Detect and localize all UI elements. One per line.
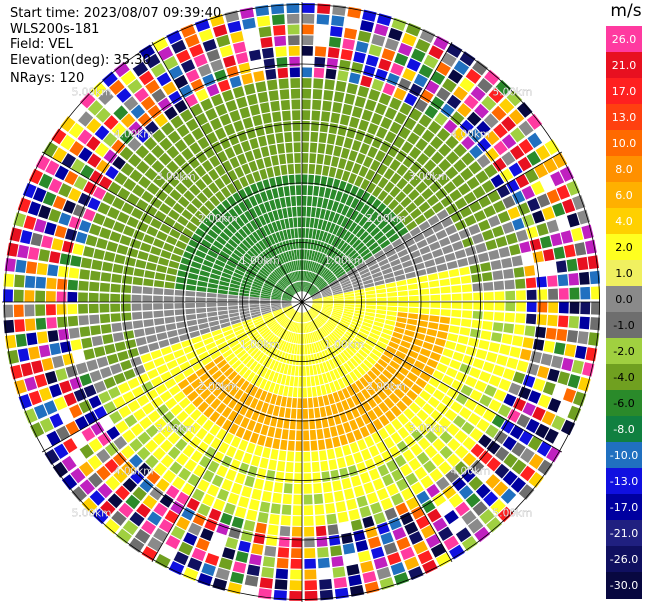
colorbar-segment <box>606 364 642 391</box>
colorbar-tick-label: -2.0 <box>613 345 635 358</box>
colorbar-segment <box>606 468 642 495</box>
colorbar-tick-label: 2.0 <box>615 241 633 254</box>
azimuth-spoke <box>41 151 303 303</box>
colorbar-segment <box>606 390 642 417</box>
azimuth-spoke <box>41 301 303 453</box>
azimuth-spoke <box>301 151 563 303</box>
colorbar-segment <box>606 104 642 131</box>
colorbar-segment <box>606 208 642 235</box>
colorbar-tick-label: 21.0 <box>611 59 637 72</box>
colorbar-tick-label: -1.0 <box>613 319 635 332</box>
azimuth-spoke <box>151 41 303 303</box>
colorbar-segment <box>606 546 642 573</box>
range-ring-label: 4.00km <box>450 465 490 477</box>
azimuth-spoke <box>151 301 303 563</box>
colorbar-segment <box>606 156 642 183</box>
range-ring-label: 5.00km <box>493 507 533 519</box>
instrument-label: WLS200s-181 <box>10 22 100 37</box>
colorbar-tick-label: -4.0 <box>613 371 635 384</box>
elevation-label: Elevation(deg): 35.30 <box>10 53 151 68</box>
colorbar-tick-label: -30.0 <box>609 579 639 592</box>
colorbar-segment <box>606 312 642 339</box>
range-ring-label: 1.00km <box>324 255 364 267</box>
colorbar-segment <box>606 572 642 599</box>
ppi-plot: 1.00km 1.00km 1.00km 1.00km 2.00km 2.00km 2.00… <box>2 2 600 602</box>
colorbar-segment <box>606 494 642 521</box>
colorbar-tick-label: 13.0 <box>611 111 637 124</box>
colorbar-tick-label: -10.0 <box>609 449 639 462</box>
colorbar-tick-label: -26.0 <box>609 553 639 566</box>
colorbar-tick-label: -8.0 <box>613 423 635 436</box>
colorbar-segment <box>606 130 642 157</box>
colorbar-segment <box>606 442 642 469</box>
colorbar-tick-label: 26.0 <box>611 33 637 46</box>
colorbar-tick-label: 6.0 <box>615 189 633 202</box>
range-ring-label: 4.00km <box>114 465 154 477</box>
range-ring-label: 4.00km <box>450 129 490 141</box>
colorbar-segment <box>606 182 642 209</box>
colorbar-tick-label: -21.0 <box>609 527 639 540</box>
colorbar-tick-label: -13.0 <box>609 475 639 488</box>
colorbar-tick-label: 1.0 <box>615 267 633 280</box>
range-ring-label: 5.00km <box>72 507 112 519</box>
azimuth-spoke <box>301 301 563 453</box>
colorbar-tick-label: -6.0 <box>613 397 635 410</box>
colorbar-segment <box>606 416 642 443</box>
colorbar-tick-label: -17.0 <box>609 501 639 514</box>
range-ring-label: 5.00km <box>72 87 112 99</box>
colorbar-tick-label: 0.0 <box>615 293 633 306</box>
colorbar-segment <box>606 78 642 105</box>
range-ring-label: 2.00km <box>198 381 238 393</box>
range-ring-label: 3.00km <box>156 171 196 183</box>
colorbar-segment <box>606 234 642 261</box>
colorbar-segment <box>606 286 642 313</box>
colorbar-segment <box>606 52 642 79</box>
colorbar-tick-label: 10.0 <box>611 137 637 150</box>
colorbar-tick-label: 17.0 <box>611 85 637 98</box>
colorbar-tick-label: 8.0 <box>615 163 633 176</box>
colorbar-unit: m/s <box>610 1 642 21</box>
range-ring-label: 1.00km <box>240 339 280 351</box>
colorbar-tick-label: 4.0 <box>615 215 633 228</box>
field-label: Field: VEL <box>10 37 73 52</box>
range-ring-label: 2.00km <box>198 213 238 225</box>
nrays-label: NRays: 120 <box>10 71 85 86</box>
range-ring-label: 3.00km <box>156 423 196 435</box>
colorbar-segment <box>606 26 642 53</box>
colorbar-segment <box>606 338 642 365</box>
range-ring-label: 1.00km <box>240 255 280 267</box>
range-ring-label: 4.00km <box>114 129 154 141</box>
azimuth-spoke <box>301 41 453 303</box>
range-ring-label: 5.00km <box>493 87 533 99</box>
colorbar-segment <box>606 260 642 287</box>
range-ring-label: 1.00km <box>324 339 364 351</box>
colorbar: 26.0 21.0 17.0 13.0 10.0 8.0 6.0 4.0 2.0 1.0 0.0 -1… <box>606 26 642 599</box>
range-ring-label: 2.00km <box>366 381 406 393</box>
range-ring-label: 3.00km <box>408 423 448 435</box>
colorbar-segment <box>606 520 642 547</box>
range-ring-label: 2.00km <box>366 213 406 225</box>
range-ring-label: 3.00km <box>408 171 448 183</box>
azimuth-spoke <box>301 301 453 563</box>
start-time-label: Start time: 2023/08/07 09:39:40 <box>10 6 222 21</box>
